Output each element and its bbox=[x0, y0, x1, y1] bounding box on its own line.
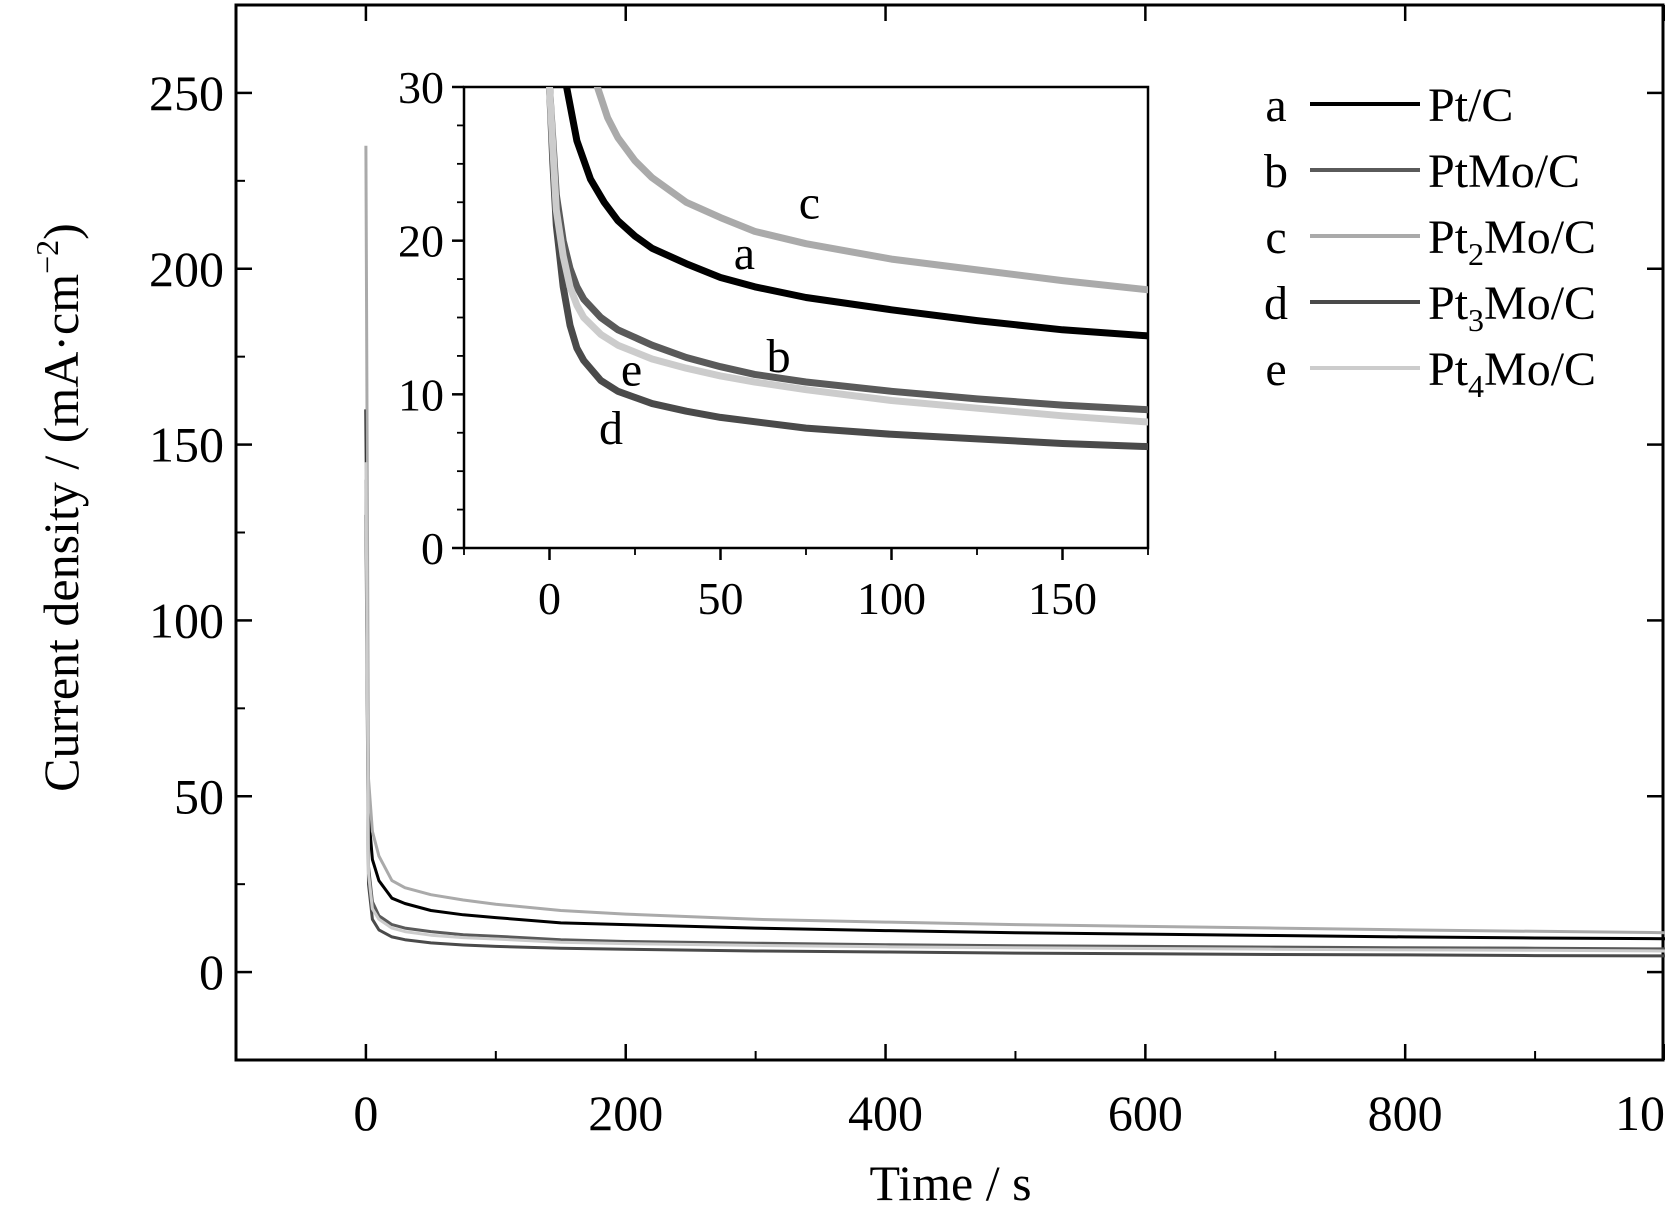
series-line-a-inset bbox=[563, 87, 1148, 340]
legend-label: Pt2Mo/C bbox=[1428, 211, 1596, 272]
legend-label-base: Pt bbox=[1428, 211, 1469, 264]
y-axis-title: Current density / (mA·cm−2) bbox=[29, 223, 89, 792]
legend-key: a bbox=[1265, 79, 1286, 132]
y-axis-title-superscript: −2 bbox=[29, 240, 65, 274]
legend-label: Pt/C bbox=[1428, 79, 1513, 132]
y-axis-title-close: ) bbox=[33, 223, 89, 240]
inset-curve-label-c: c bbox=[799, 176, 820, 229]
inset-y-tick-label: 0 bbox=[421, 523, 444, 574]
x-tick-label: 1000 bbox=[1615, 1085, 1665, 1141]
y-tick-label: 150 bbox=[149, 417, 224, 473]
y-tick-label: 0 bbox=[199, 944, 224, 1000]
legend-item-c: c Pt2Mo/C bbox=[1265, 211, 1596, 272]
inset-x-tick-label: 50 bbox=[698, 573, 744, 624]
x-tick-label: 200 bbox=[588, 1085, 663, 1141]
legend-label-subscript: 3 bbox=[1468, 302, 1484, 338]
legend-key: b bbox=[1264, 145, 1288, 198]
legend-label-subscript: 2 bbox=[1468, 236, 1484, 272]
inset-curve-label-d: d bbox=[599, 402, 623, 455]
series-line-c-inset bbox=[593, 87, 1148, 294]
x-tick-label: 0 bbox=[353, 1085, 378, 1141]
legend-key: d bbox=[1264, 277, 1288, 330]
series-line-e-main bbox=[364, 462, 1665, 953]
legend-label-subscript: 4 bbox=[1468, 368, 1484, 404]
legend-label: Pt4Mo/C bbox=[1428, 343, 1596, 404]
legend-label-suffix: Mo/C bbox=[1484, 211, 1596, 264]
inset-x-tick-label: 100 bbox=[857, 573, 926, 624]
series-line-b-main bbox=[364, 479, 1665, 951]
inset-curve-label-e: e bbox=[621, 344, 642, 397]
series-line-d-inset bbox=[546, 87, 1148, 451]
legend-item-e: e Pt4Mo/C bbox=[1265, 343, 1596, 404]
y-tick-label: 50 bbox=[174, 768, 224, 824]
x-tick-label: 400 bbox=[848, 1085, 923, 1141]
series-line-b-inset bbox=[546, 87, 1148, 414]
legend-label-base: PtMo/C bbox=[1428, 145, 1580, 198]
legend-key: e bbox=[1265, 343, 1286, 396]
legend-item-d: d Pt3Mo/C bbox=[1264, 277, 1596, 338]
legend-label: PtMo/C bbox=[1428, 145, 1580, 198]
legend-label-base: Pt/C bbox=[1428, 79, 1513, 132]
inset-y-tick-label: 10 bbox=[398, 369, 444, 420]
y-tick-label: 200 bbox=[149, 241, 224, 297]
legend-item-b: b PtMo/C bbox=[1264, 145, 1580, 198]
legend-label-suffix: Mo/C bbox=[1484, 277, 1596, 330]
inset-y-tick-label: 20 bbox=[398, 216, 444, 267]
y-axis-title-main: Current density / (mA·cm bbox=[33, 274, 89, 792]
inset-x-tick-label: 0 bbox=[538, 573, 561, 624]
legend-label-base: Pt bbox=[1428, 343, 1469, 396]
legend-item-a: a Pt/C bbox=[1265, 79, 1513, 132]
x-tick-label: 800 bbox=[1368, 1085, 1443, 1141]
x-tick-label: 600 bbox=[1108, 1085, 1183, 1141]
series-line-d-main bbox=[364, 514, 1665, 958]
inset-curve-label-a: a bbox=[734, 227, 755, 280]
inset-x-tick-label: 150 bbox=[1028, 573, 1097, 624]
y-tick-label: 100 bbox=[149, 592, 224, 648]
inset-plot-frame bbox=[462, 85, 1150, 550]
legend-label-base: Pt bbox=[1428, 277, 1469, 330]
inset-y-tick-label: 30 bbox=[398, 62, 444, 113]
legend-label: Pt3Mo/C bbox=[1428, 277, 1596, 338]
inset-curve-label-b: b bbox=[767, 330, 791, 383]
series-line-e-inset bbox=[546, 87, 1148, 426]
y-tick-label: 250 bbox=[149, 65, 224, 121]
x-axis-title: Time / s bbox=[869, 1155, 1031, 1211]
legend-label-suffix: Mo/C bbox=[1484, 343, 1596, 396]
series-line-c-main bbox=[364, 145, 1665, 935]
inset-series-group bbox=[546, 87, 1148, 451]
series-line-a-main bbox=[364, 409, 1665, 941]
legend-key: c bbox=[1265, 211, 1286, 264]
